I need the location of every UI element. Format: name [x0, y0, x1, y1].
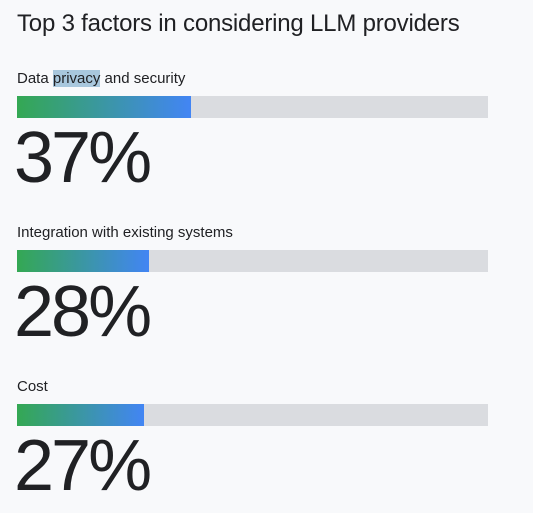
factor-label: Integration with existing systems — [17, 224, 233, 241]
progress-bar-fill — [17, 96, 192, 118]
highlighted-text: privacy — [52, 70, 101, 87]
percent-value: 27% — [14, 426, 152, 506]
percent-value: 28% — [14, 272, 152, 352]
factor-label: Cost — [17, 378, 48, 395]
percent-value: 37% — [14, 118, 152, 198]
factor-cost: Cost 27% — [14, 377, 488, 502]
progress-bar — [17, 250, 488, 272]
progress-bar — [17, 96, 488, 118]
factor-data-privacy: Data privacy and security 37% — [14, 69, 488, 194]
progress-bar — [17, 404, 488, 426]
factor-label: Data privacy and security — [17, 69, 488, 89]
factor-label-pre: Data — [17, 70, 53, 87]
factor-integration: Integration with existing systems 28% — [14, 223, 488, 348]
progress-bar-fill — [17, 404, 145, 426]
factor-label-post: and security — [100, 70, 186, 87]
page-title: Top 3 factors in considering LLM provide… — [17, 10, 460, 37]
progress-bar-fill — [17, 250, 149, 272]
